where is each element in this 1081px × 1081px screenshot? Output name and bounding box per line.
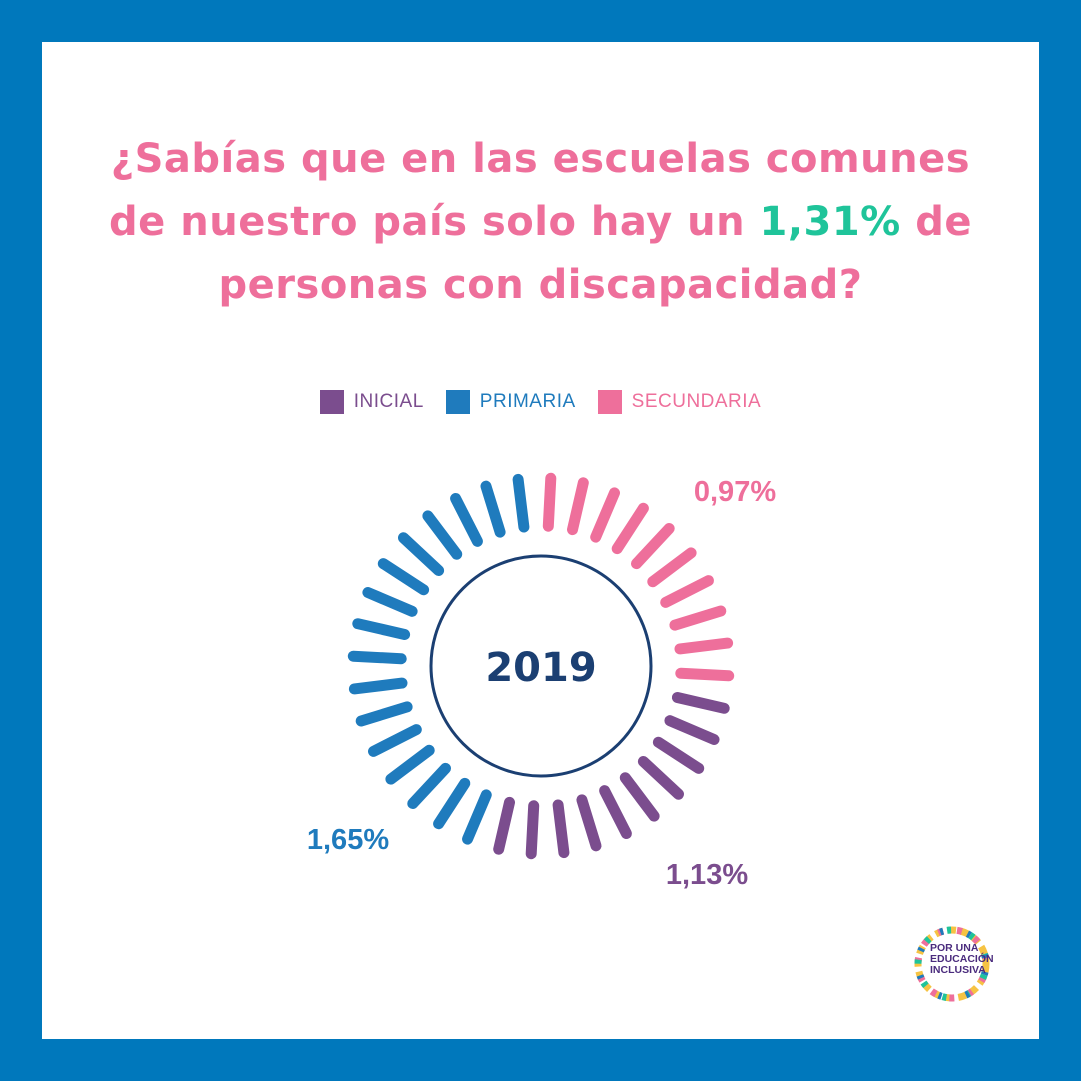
legend-item-secundaria: SECUNDARIA [597, 390, 762, 414]
legend-label-inicial: INICIAL [353, 391, 424, 412]
headline-line-2: de nuestro país solo hay un 1,31% de [42, 191, 1039, 254]
tick-inicial-3 [652, 736, 705, 774]
center-ring [429, 554, 653, 778]
tick-primaria-14 [450, 493, 483, 547]
tick-primaria-13 [422, 510, 463, 560]
tick-primaria-12 [398, 532, 445, 576]
logo-ring-icon [914, 926, 990, 1002]
tick-primaria-8 [347, 650, 407, 665]
tick-primaria-2 [433, 777, 471, 830]
headline-line-1: ¿Sabías que en las escuelas comunes [110, 136, 971, 182]
data-label-secundaria: 0,97% [694, 476, 776, 508]
headline-highlight-value: 1,31% [759, 199, 901, 245]
chart-legend: INICIAL PRIMARIA SECUNDARIA [0, 390, 1081, 414]
tick-secundaria-8 [669, 605, 727, 631]
tick-inicial-1 [671, 692, 730, 714]
center-year-label: 2019 [485, 645, 596, 691]
tick-primaria-3 [407, 762, 451, 809]
legend-label-secundaria: SECUNDARIA [631, 391, 762, 412]
tick-primaria-11 [377, 558, 430, 596]
content-card [42, 42, 1039, 1039]
tick-inicial-5 [619, 772, 660, 822]
chart-ticks [347, 472, 735, 860]
legend-swatch-inicial [319, 390, 344, 414]
tick-inicial-8 [552, 799, 570, 859]
tick-primaria-7 [348, 677, 408, 695]
tick-secundaria-6 [647, 547, 697, 588]
legend-swatch-primaria [445, 390, 470, 414]
tick-inicial-10 [493, 796, 515, 855]
tick-secundaria-3 [590, 487, 620, 543]
tick-inicial-2 [664, 715, 720, 745]
tick-primaria-10 [362, 587, 418, 617]
tick-secundaria-9 [674, 637, 734, 655]
tick-inicial-4 [637, 756, 684, 800]
legend-swatch-secundaria [597, 390, 622, 414]
legend-item-primaria: PRIMARIA [445, 390, 576, 414]
headline-line-3: personas con discapacidad? [218, 262, 863, 308]
tick-secundaria-5 [631, 523, 675, 570]
tick-secundaria-10 [675, 667, 735, 682]
tick-primaria-6 [355, 701, 413, 727]
logo-text: POR UNA EDUCACIÓN INCLUSIVA [930, 943, 1010, 976]
headline: ¿Sabías que en las escuelas comunes de n… [42, 128, 1039, 317]
tick-primaria-4 [385, 744, 435, 785]
logo-line-2: EDUCACIÓN [930, 953, 994, 965]
data-label-inicial: 1,13% [666, 859, 748, 891]
legend-label-primaria: PRIMARIA [479, 391, 576, 412]
tick-primaria-5 [368, 724, 422, 757]
logo-line-3: INCLUSIVA [930, 964, 986, 976]
tick-primaria-1 [462, 789, 492, 845]
headline-line-2-before: de nuestro país solo hay un [109, 199, 760, 245]
tick-primaria-16 [512, 473, 530, 533]
tick-secundaria-1 [542, 472, 557, 532]
tick-secundaria-7 [660, 575, 714, 608]
logo-line-1: POR UNA [930, 942, 979, 954]
tick-primaria-15 [480, 480, 506, 538]
tick-inicial-7 [576, 794, 602, 852]
legend-item-inicial: INICIAL [319, 390, 424, 414]
data-label-primaria: 1,65% [307, 824, 389, 856]
tick-inicial-9 [525, 800, 540, 860]
tick-primaria-9 [352, 618, 411, 640]
headline-line-2-after: de [900, 199, 972, 245]
tick-secundaria-4 [611, 502, 649, 555]
tick-secundaria-2 [567, 477, 589, 536]
tick-inicial-6 [599, 785, 632, 839]
